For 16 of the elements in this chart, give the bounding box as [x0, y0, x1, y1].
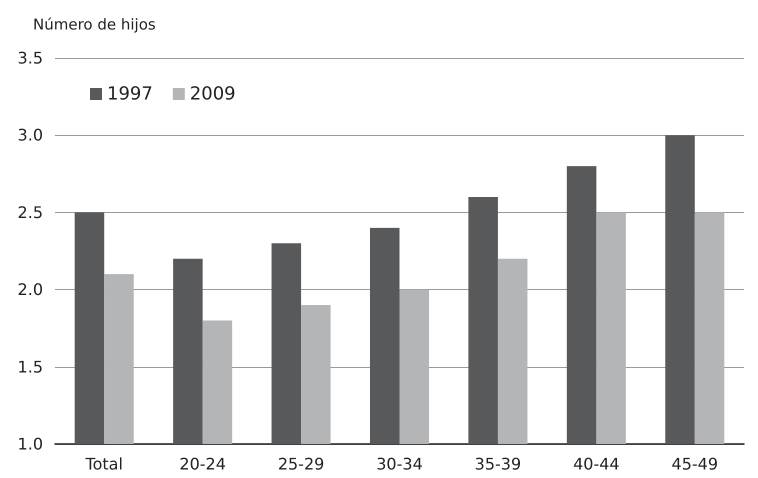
y-tick-label: 3.5 [18, 48, 43, 68]
x-tick-label: 30-34 [376, 454, 423, 474]
x-tick-label: 35-39 [474, 454, 522, 474]
y-tick-label: 1.0 [18, 434, 43, 454]
x-tick-label: Total [84, 454, 123, 474]
legend-label: 2009 [190, 84, 236, 104]
y-tick-label: 1.5 [18, 357, 43, 376]
y-tick-label: 3.0 [18, 126, 43, 145]
y-tick-label: 2.5 [18, 202, 43, 222]
x-tick-label: 45-49 [672, 454, 718, 474]
y-axis-title: Número de hijos [33, 16, 156, 34]
x-tick-label: 25-29 [278, 454, 324, 474]
y-tick-label: 2.0 [18, 280, 43, 300]
x-tick-label: 20-24 [179, 454, 226, 474]
x-tick-label: 40-44 [573, 454, 620, 474]
legend-label: 1997 [107, 84, 153, 104]
